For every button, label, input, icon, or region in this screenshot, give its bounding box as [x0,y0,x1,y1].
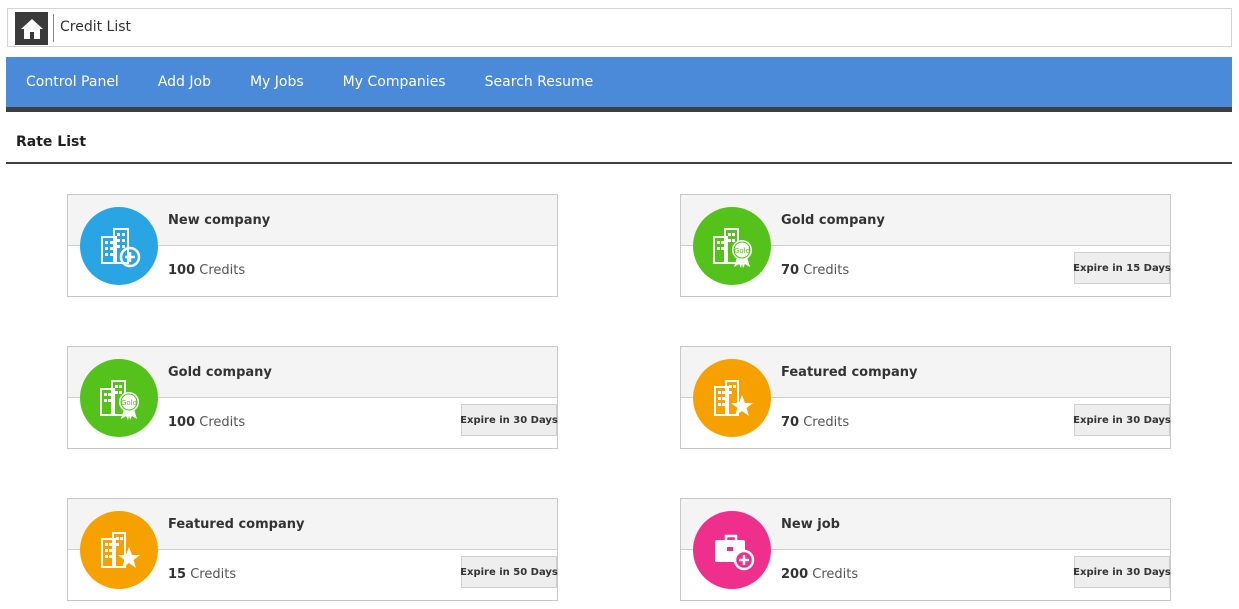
new-job-icon [693,511,771,589]
rate-card-new-job[interactable]: New job 200 Credits Expire in 30 Days [680,498,1171,601]
rate-card-new-company[interactable]: New company 100 Credits [67,194,558,297]
title-bar: Credit List [7,8,1232,47]
main-navbar: Control Panel Add Job My Jobs My Compani… [6,57,1232,112]
nav-search-resume[interactable]: Search Resume [484,74,594,90]
home-icon [20,18,43,39]
svg-text:Gold: Gold [121,399,137,407]
card-credits: 70 Credits [781,263,850,278]
card-credits: 100 Credits [168,263,246,278]
card-name: Featured company [168,517,305,532]
expire-badge: Expire in 50 Days [460,556,558,588]
nav-control-panel[interactable]: Control Panel [26,74,119,90]
featured-company-icon [693,359,771,437]
card-name: Gold company [781,213,885,228]
page-title: Credit List [60,19,132,35]
card-name: Featured company [781,365,918,380]
expire-badge: Expire in 30 Days [460,404,558,436]
nav-my-companies[interactable]: My Companies [342,74,446,90]
nav-add-job[interactable]: Add Job [157,74,211,90]
expire-badge: Expire in 15 Days [1073,252,1171,284]
card-name: New company [168,213,271,228]
new-company-icon [80,207,158,285]
rate-card-featured-company-70[interactable]: Featured company 70 Credits Expire in 30… [680,346,1171,449]
gold-company-icon: Gold [693,207,771,285]
card-credits: 200 Credits [781,567,859,582]
card-name: Gold company [168,365,272,380]
expire-badge: Expire in 30 Days [1073,556,1171,588]
section-title: Rate List [16,134,87,150]
featured-company-icon [80,511,158,589]
rate-card-gold-company-100[interactable]: Gold Gold company 100 Credits Expire in … [67,346,558,449]
rate-card-gold-company-70[interactable]: Gold Gold company 70 Credits Expire in 1… [680,194,1171,297]
card-credits: 15 Credits [168,567,237,582]
rate-card-featured-company-15[interactable]: Featured company 15 Credits Expire in 50… [67,498,558,601]
nav-my-jobs[interactable]: My Jobs [249,74,304,90]
card-credits: 100 Credits [168,415,246,430]
home-button[interactable] [15,12,48,45]
svg-text:Gold: Gold [734,247,750,255]
gold-company-icon: Gold [80,359,158,437]
card-credits: 70 Credits [781,415,850,430]
card-name: New job [781,517,840,532]
section-divider [6,162,1232,164]
expire-badge: Expire in 30 Days [1073,404,1171,436]
title-divider [53,14,54,42]
